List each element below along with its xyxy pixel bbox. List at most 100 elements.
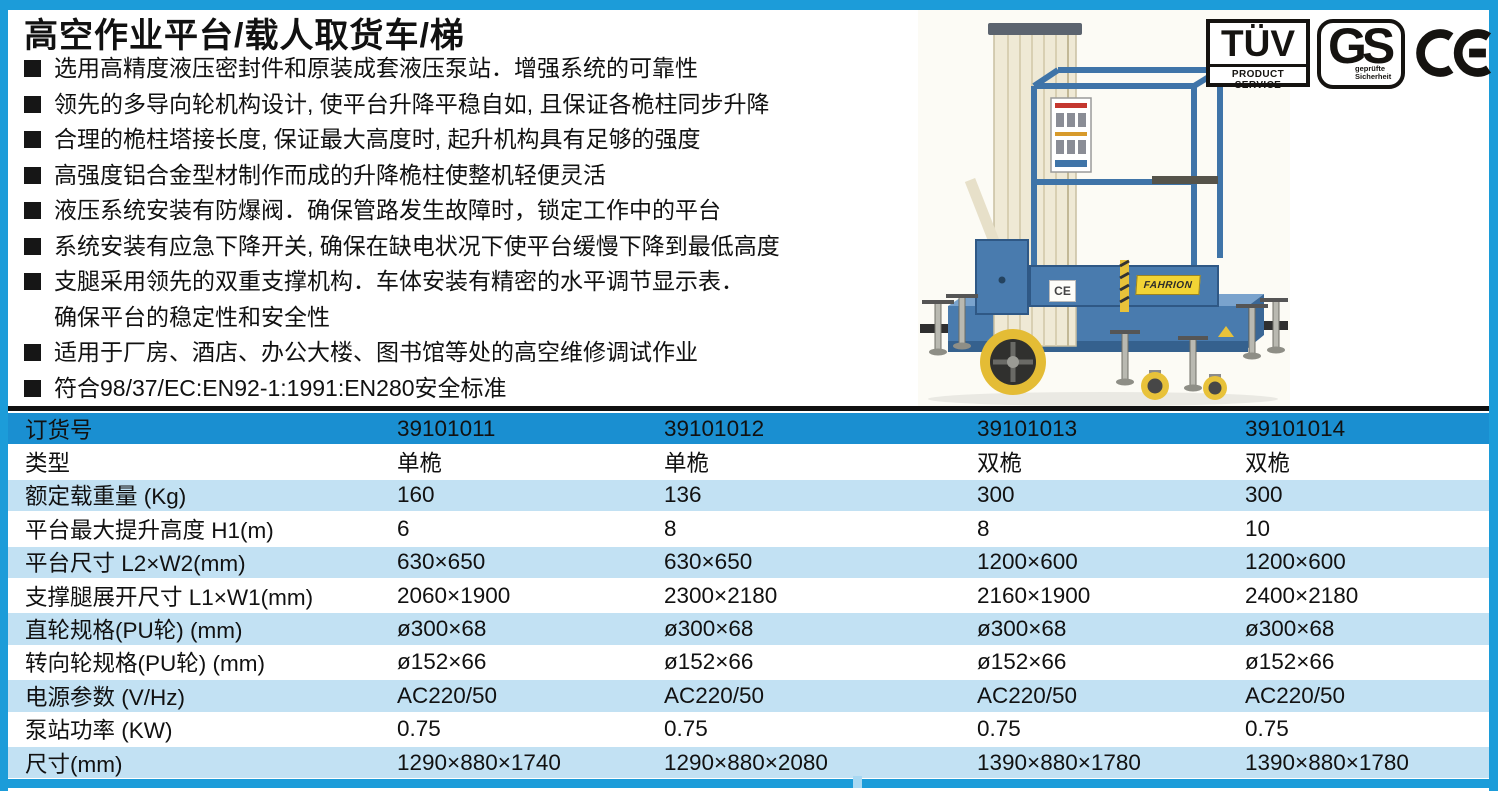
row-value: 136 — [664, 482, 702, 508]
bullet-square-icon — [24, 202, 41, 219]
feature-text: 领先的多导向轮机构设计, 使平台升降平稳自如, 且保证各桅柱同步升降 — [54, 90, 770, 117]
bullet-square-icon — [24, 95, 41, 113]
row-value: 8 — [977, 515, 990, 541]
row-value: 双桅 — [977, 451, 1023, 477]
row-label: 订货号 — [25, 417, 93, 443]
row-value: ø152×66 — [977, 649, 1067, 675]
bullet-square-icon — [24, 273, 41, 290]
feature-item: 选用高精度液压密封件和原装成套液压泵站．增强系统的可靠性 — [24, 51, 934, 87]
ce-logo-glyph — [1416, 29, 1492, 77]
bullet-square-icon — [24, 237, 41, 255]
row-value: AC220/50 — [977, 682, 1078, 708]
row-value: 0.75 — [397, 716, 441, 742]
ce-logo — [1412, 22, 1498, 89]
feature-list: 选用高精度液压密封件和原装成套液压泵站．增强系统的可靠性 领先的多导向轮机构设计… — [24, 51, 934, 406]
bullet-square-icon — [24, 131, 41, 148]
row-value: 160 — [397, 482, 435, 508]
feature-text: 合理的桅柱塔接长度, 保证最大高度时, 起升机构具有足够的强度 — [54, 126, 701, 152]
row-value: 0.75 — [664, 716, 708, 742]
table-row-outrigger-span: 支撑腿展开尺寸 L1×W1(mm) 2060×1900 2300×2180 21… — [8, 579, 1489, 612]
feature-text: 液压系统安装有防爆阀．确保管路发生故障时，锁定工作中的平台 — [54, 197, 721, 223]
feature-text: 高强度铝合金型材制作而成的升降桅柱使整机轻便灵活 — [54, 161, 606, 188]
page-border-bottom — [0, 779, 1498, 788]
page-border-top — [0, 0, 1498, 10]
feature-item: 适用于厂房、酒店、办公大楼、图书馆等处的高空维修调试作业 — [24, 335, 934, 371]
row-label: 转向轮规格(PU轮) (mm) — [25, 651, 265, 677]
bullet-square-icon — [24, 60, 41, 77]
section-divider — [8, 406, 1489, 411]
feature-item: 系统安装有应急下降开关, 确保在缺电状况下使平台缓慢下降到最低高度 — [24, 229, 934, 265]
feature-text: 适用于厂房、酒店、办公大楼、图书馆等处的高空维修调试作业 — [54, 339, 698, 365]
feature-item: 领先的多导向轮机构设计, 使平台升降平稳自如, 且保证各桅柱同步升降 — [24, 87, 934, 123]
row-label: 额定载重量 (Kg) — [25, 484, 187, 510]
row-value: 39101014 — [1245, 415, 1346, 441]
row-value: 2400×2180 — [1245, 582, 1359, 608]
row-value: 1390×880×1780 — [1245, 749, 1409, 775]
row-label: 直轮规格(PU轮) (mm) — [25, 618, 243, 644]
feature-item: 合理的桅柱塔接长度, 保证最大高度时, 起升机构具有足够的强度 — [24, 122, 934, 158]
feature-text: 选用高精度液压密封件和原装成套液压泵站．增强系统的可靠性 — [54, 55, 698, 81]
row-label: 支撑腿展开尺寸 L1×W1(mm) — [25, 584, 314, 610]
feature-text: 确保平台的稳定性和安全性 — [54, 303, 330, 330]
row-value: 10 — [1245, 515, 1271, 541]
table-row-platform-size: 平台尺寸 L2×W2(mm) 630×650 630×650 1200×600 … — [8, 546, 1489, 578]
tuv-logo: TÜV PRODUCT SERVICE — [1206, 19, 1310, 91]
row-value: 39101013 — [977, 415, 1078, 441]
row-value: 0.75 — [977, 716, 1021, 742]
table-row-type: 类型 单桅 单桅 双桅 双桅 — [8, 446, 1489, 478]
gs-logo-text: GS — [1328, 18, 1395, 74]
row-value: 1290×880×2080 — [664, 749, 828, 775]
row-value: 1200×600 — [977, 549, 1078, 575]
row-value: 双桅 — [1245, 451, 1291, 477]
row-label: 平台尺寸 L2×W2(mm) — [25, 551, 246, 577]
tuv-logo-subtitle: PRODUCT SERVICE — [1210, 64, 1306, 91]
row-value: 630×650 — [397, 549, 486, 575]
row-value: 630×650 — [664, 549, 753, 575]
row-value: 2060×1900 — [397, 582, 511, 608]
bullet-square-icon — [24, 166, 41, 184]
row-value: 39101011 — [397, 415, 496, 441]
feature-item: 支腿采用领先的双重支撑机构．车体安装有精密的水平调节显示表． — [24, 264, 934, 300]
row-value: 300 — [977, 482, 1015, 508]
row-value: 2300×2180 — [664, 582, 778, 608]
certification-logos: TÜV PRODUCT SERVICE GS geprüfte Sicherhe… — [1206, 18, 1498, 91]
table-row-max-height: 平台最大提升高度 H1(m) 6 8 8 10 — [8, 513, 1489, 545]
feature-text: 系统安装有应急下降开关, 确保在缺电状况下使平台缓慢下降到最低高度 — [54, 232, 780, 259]
row-label: 泵站功率 (KW) — [25, 718, 173, 744]
row-value: ø300×68 — [1245, 616, 1335, 642]
row-value: ø300×68 — [397, 616, 487, 642]
gs-logo: GS geprüfte Sicherheit — [1317, 18, 1405, 89]
row-value: 单桅 — [397, 451, 443, 477]
ce-mark-label: CE — [1049, 280, 1076, 302]
row-label: 电源参数 (V/Hz) — [25, 684, 185, 710]
row-value: 6 — [397, 515, 410, 541]
brand-label: FAHRION — [1135, 275, 1201, 295]
row-value: ø300×68 — [977, 616, 1067, 642]
page-border-right — [1489, 0, 1498, 791]
table-row-pump-power: 泵站功率 (KW) 0.75 0.75 0.75 0.75 — [8, 713, 1489, 745]
row-value: 0.75 — [1245, 716, 1289, 742]
row-label: 尺寸(mm) — [25, 751, 123, 777]
row-value: AC220/50 — [1245, 682, 1346, 708]
table-row-rated-load: 额定载重量 (Kg) 160 136 300 300 — [8, 479, 1489, 512]
feature-item: 液压系统安装有防爆阀．确保管路发生故障时，锁定工作中的平台 — [24, 193, 934, 229]
row-value: 300 — [1245, 482, 1283, 508]
row-value: 1290×880×1740 — [397, 749, 561, 775]
row-value: 1390×880×1780 — [977, 749, 1141, 775]
bullet-square-icon — [24, 379, 41, 397]
feature-item: 符合98/37/EC:EN92-1:1991:EN280安全标准 — [24, 371, 934, 407]
row-value: ø300×68 — [664, 616, 754, 642]
row-value: 单桅 — [664, 451, 710, 477]
feature-text: 符合98/37/EC:EN92-1:1991:EN280安全标准 — [54, 374, 507, 401]
table-row-dimensions: 尺寸(mm) 1290×880×1740 1290×880×2080 1390×… — [8, 746, 1489, 779]
row-value: 39101012 — [664, 415, 765, 441]
page-border-left — [0, 0, 8, 791]
table-row-order-number: 订货号 39101011 39101012 39101013 39101014 — [8, 413, 1489, 445]
row-value: AC220/50 — [664, 682, 765, 708]
spec-table: 订货号 39101011 39101012 39101013 39101014 … — [8, 413, 1489, 779]
feature-text: 支腿采用领先的双重支撑机构．车体安装有精密的水平调节显示表． — [54, 268, 744, 294]
table-row-straight-wheel: 直轮规格(PU轮) (mm) ø300×68 ø300×68 ø300×68 ø… — [8, 613, 1489, 645]
row-value: 2160×1900 — [977, 582, 1091, 608]
row-label: 类型 — [25, 451, 71, 477]
